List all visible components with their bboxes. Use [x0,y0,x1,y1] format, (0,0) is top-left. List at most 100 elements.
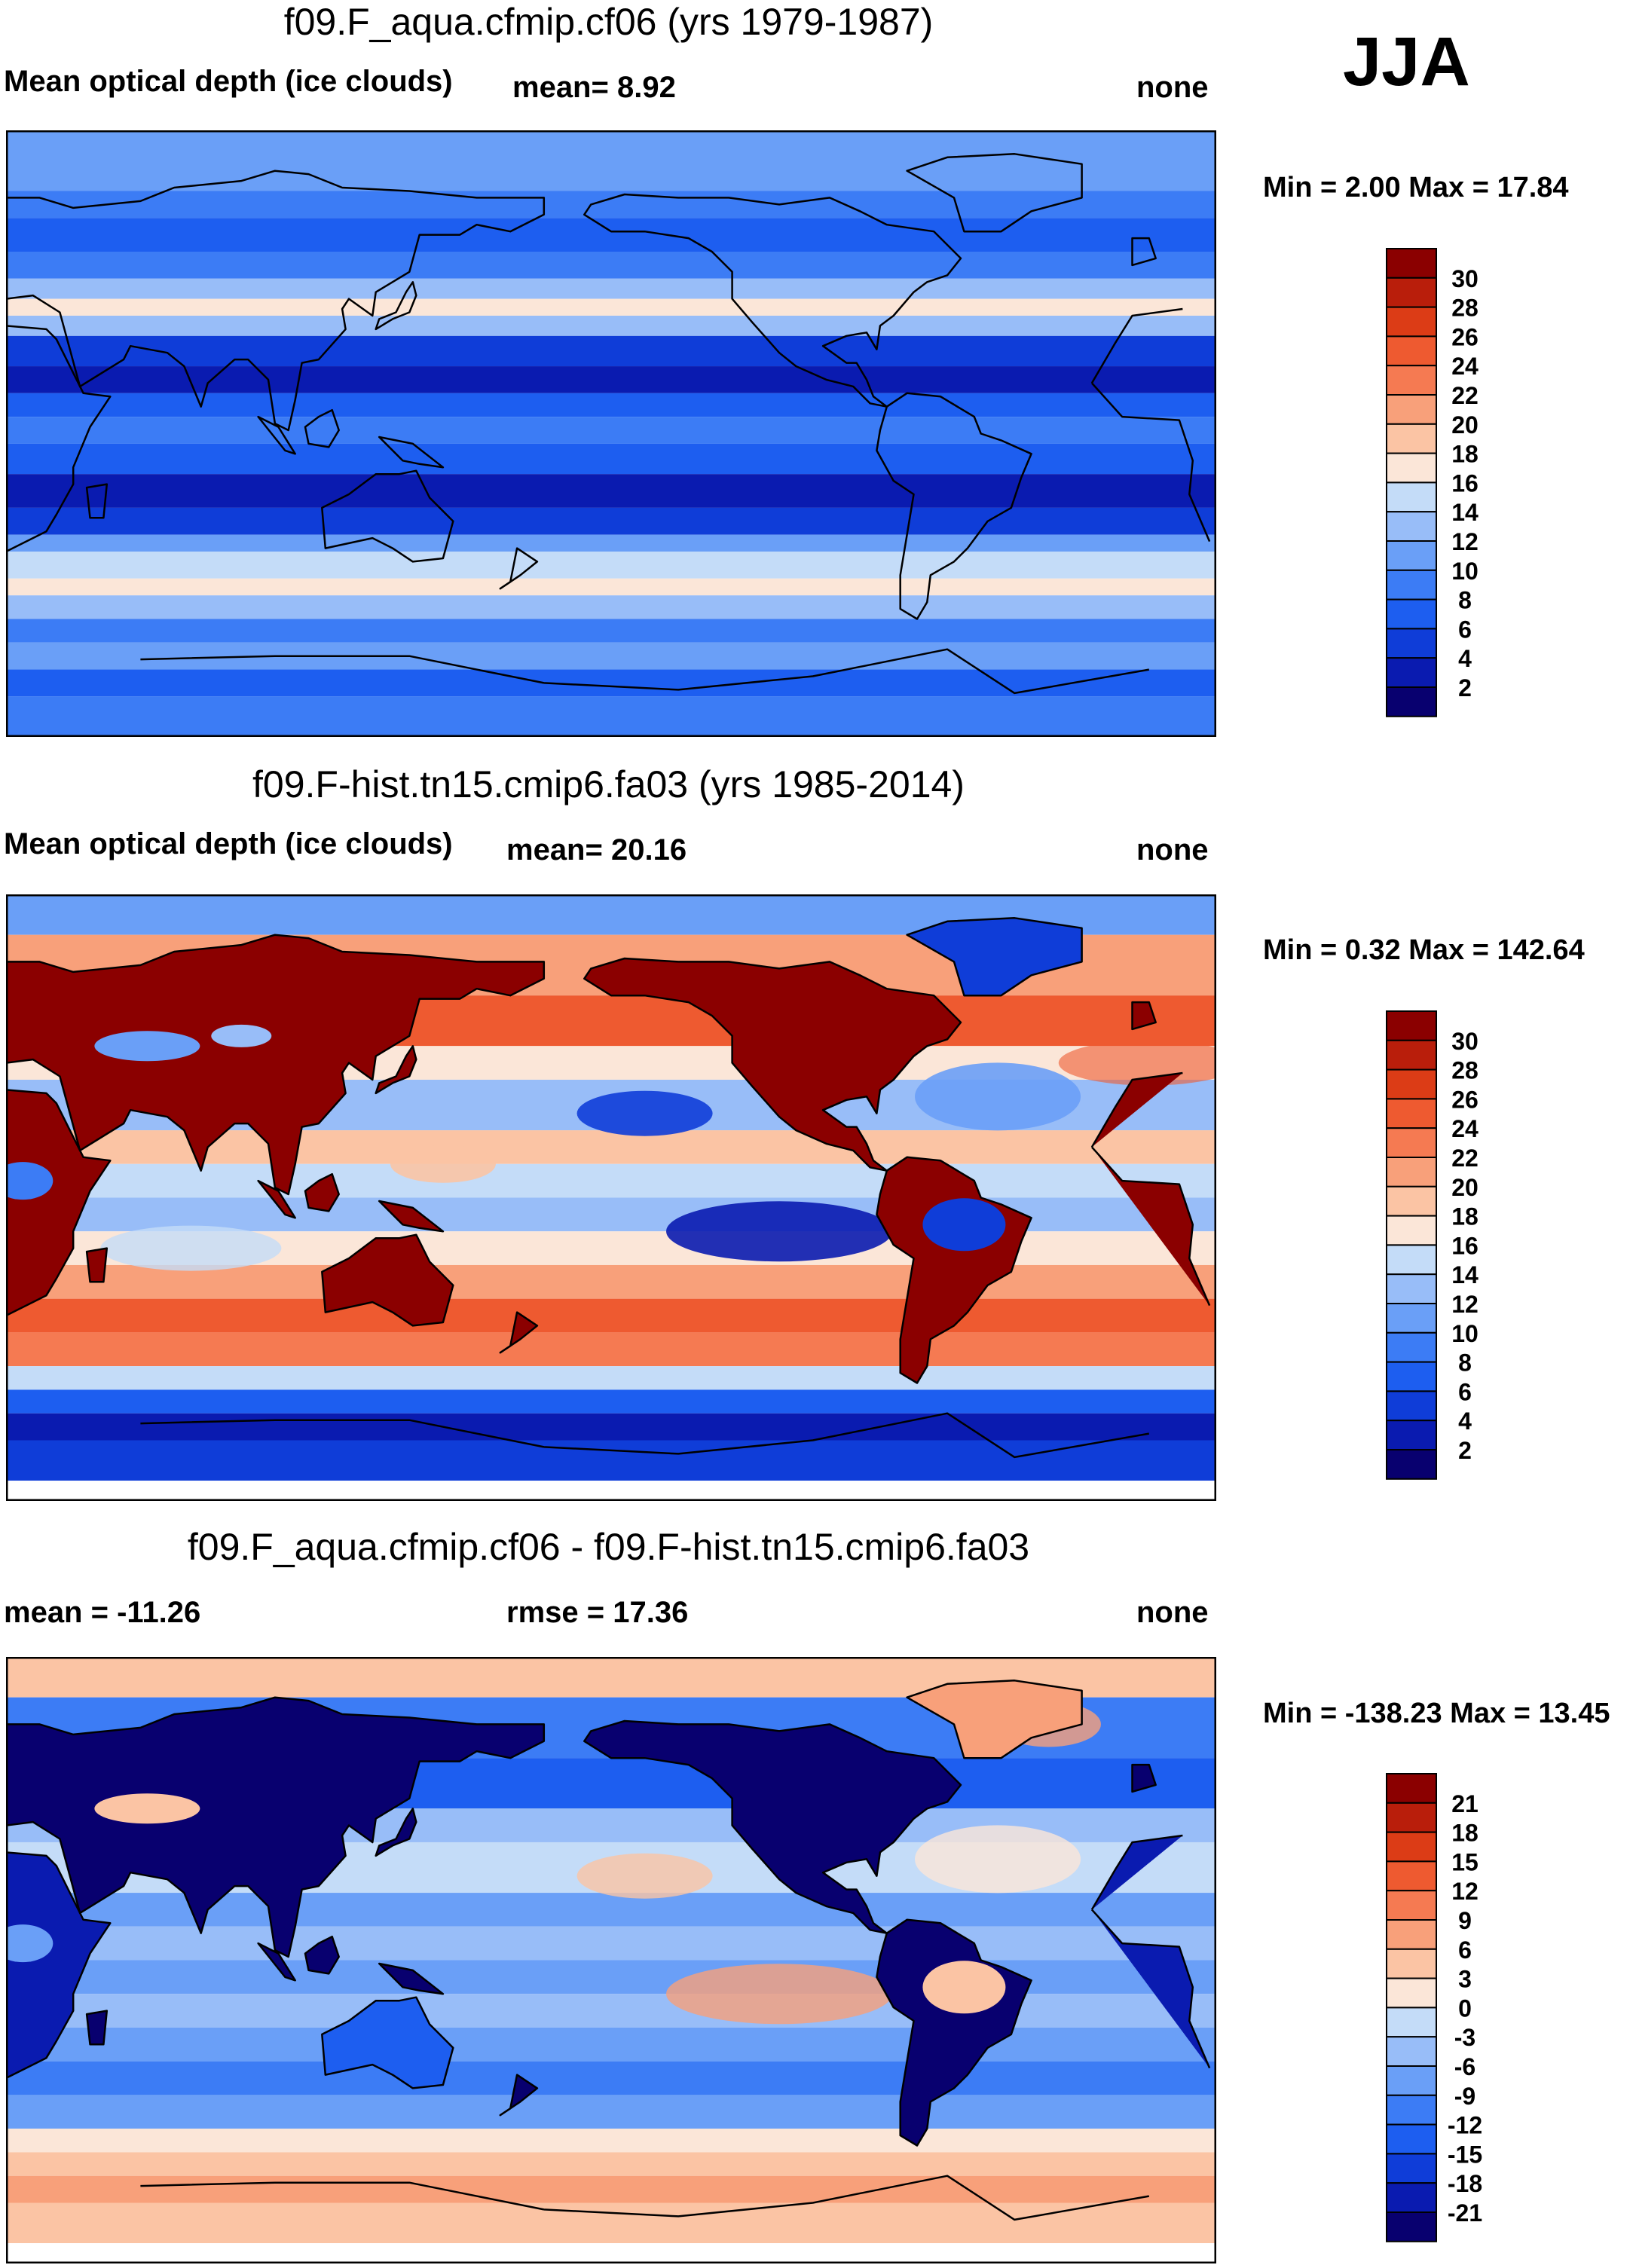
field-band [6,1440,1216,1481]
colorbar-tick-label: 6 [1458,1378,1472,1405]
colorbar-box [1386,1361,1437,1392]
colorbar-tick-label: 26 [1451,323,1479,350]
field-band [6,1264,1216,1299]
colorbar-box [1386,2211,1437,2242]
field-band [6,393,1216,417]
map-frame [6,130,1216,737]
colorbar-tick-label: 4 [1458,1408,1472,1435]
land-fill [305,1174,339,1212]
colorbar-tick-label: 12 [1451,1878,1479,1905]
coastline-eurasia [6,170,546,432]
field-band [6,335,1216,367]
colorbar-box [1386,452,1437,484]
panel-3-minmax: Min = -138.23 Max = 13.45 [1263,1698,1610,1729]
colorbar-box [1386,1420,1437,1451]
field-band [6,552,1216,579]
colorbar-box [1386,1273,1437,1305]
colorbar-tick-label: 15 [1451,1848,1479,1875]
field-band [6,669,1216,697]
colorbar-box [1386,1449,1437,1480]
field-band [6,2129,1216,2153]
map-frame [6,894,1216,1501]
colorbar-box [1386,1244,1437,1276]
field-band [6,474,1216,508]
colorbar-box [1386,1802,1437,1833]
colorbar-box [1386,1331,1437,1363]
coastline-madagascar [85,1247,109,1283]
colorbar-box [1386,511,1437,543]
field-band [6,2202,1216,2244]
field-band [6,278,1216,299]
coastline-namerica [583,1719,962,1934]
field-band [6,191,1216,219]
land-fill [1132,1002,1156,1029]
colorbar-box [1386,1039,1437,1071]
field-band [6,1298,1216,1333]
land-fill [258,1181,295,1218]
panel-2-left-label: Mean optical depth (ice clouds) [4,827,453,860]
land-fill [87,1248,107,1282]
colorbar-tick-label: -12 [1448,2112,1482,2139]
field-blob [100,1225,282,1271]
colorbar-box [1386,2182,1437,2214]
coastline-uk [1131,1001,1157,1031]
land-fill [6,1697,544,1957]
colorbar-tick-label: 2 [1458,674,1472,701]
coastline-samerica [876,392,1032,620]
coastline-eurasia [6,934,546,1196]
colorbar-box [1386,1098,1437,1129]
land-fill [258,1943,295,1981]
colorbar-tick-label: 14 [1451,499,1479,526]
colorbar-tick-label: 12 [1451,528,1479,555]
colorbar-tick-label: 21 [1451,1790,1479,1817]
colorbar-box [1386,628,1437,659]
coastline-borneo [304,408,340,448]
field-band [6,534,1216,552]
coastline-africa [6,307,1211,553]
colorbar-tick-label: 14 [1451,1261,1479,1288]
land-fill [322,1997,454,2089]
panel-3-title: f09.F_aqua.cfmip.cf06 - f09.F-hist.tn15.… [187,1526,1030,1568]
field-band [6,2061,1216,2095]
colorbar-tick-label: 3 [1458,1966,1472,1993]
colorbar-box [1386,1303,1437,1334]
colorbar-tick-label: 22 [1451,1145,1479,1172]
coastline-sumatra [257,415,296,455]
field-blob [666,1964,893,2025]
field-band [6,1332,1216,1367]
colorbar-tick-label: 8 [1458,587,1472,614]
colorbar-tick-label: 8 [1458,1349,1472,1377]
panel-1-left-label: Mean optical depth (ice clouds) [4,65,453,98]
panel-1-title: f09.F_aqua.cfmip.cf06 (yrs 1979-1987) [283,1,934,43]
colorbar-box [1386,2007,1437,2038]
land-fill [907,918,1082,996]
colorbar-tick-label: 6 [1458,1936,1472,1964]
land-fill [584,958,961,1171]
colorbar-box [1386,423,1437,454]
colorbar-tick-label: 24 [1451,1115,1479,1142]
field-blob [94,1793,200,1824]
colorbar-box [1386,1157,1437,1187]
colorbar-box [1386,1010,1437,1041]
colorbar-box [1386,686,1437,717]
land-fill [907,1680,1082,1759]
panel-1-minmax: Min = 2.00 Max = 17.84 [1263,172,1569,203]
colorbar-box [1386,365,1437,396]
field-band [6,1926,1216,1961]
colorbar-tick-label: 26 [1451,1086,1479,1113]
panel-1-units-label: none [1136,71,1209,104]
coastline-japan [375,1045,417,1095]
colorbar-box [1386,277,1437,308]
colorbar-tick-label: -18 [1448,2170,1482,2197]
panel-1-map [6,130,1216,737]
colorbar-tick-label: -6 [1454,2053,1475,2080]
coastline-australia [321,469,454,563]
land-fill [87,2010,107,2045]
coastline-greenland [906,917,1083,997]
colorbar-tick-label: 22 [1451,382,1479,409]
colorbar-tick-label: 9 [1458,1907,1472,1934]
colorbar-box [1386,1977,1437,2009]
colorbar-tick-label: 12 [1451,1291,1479,1318]
